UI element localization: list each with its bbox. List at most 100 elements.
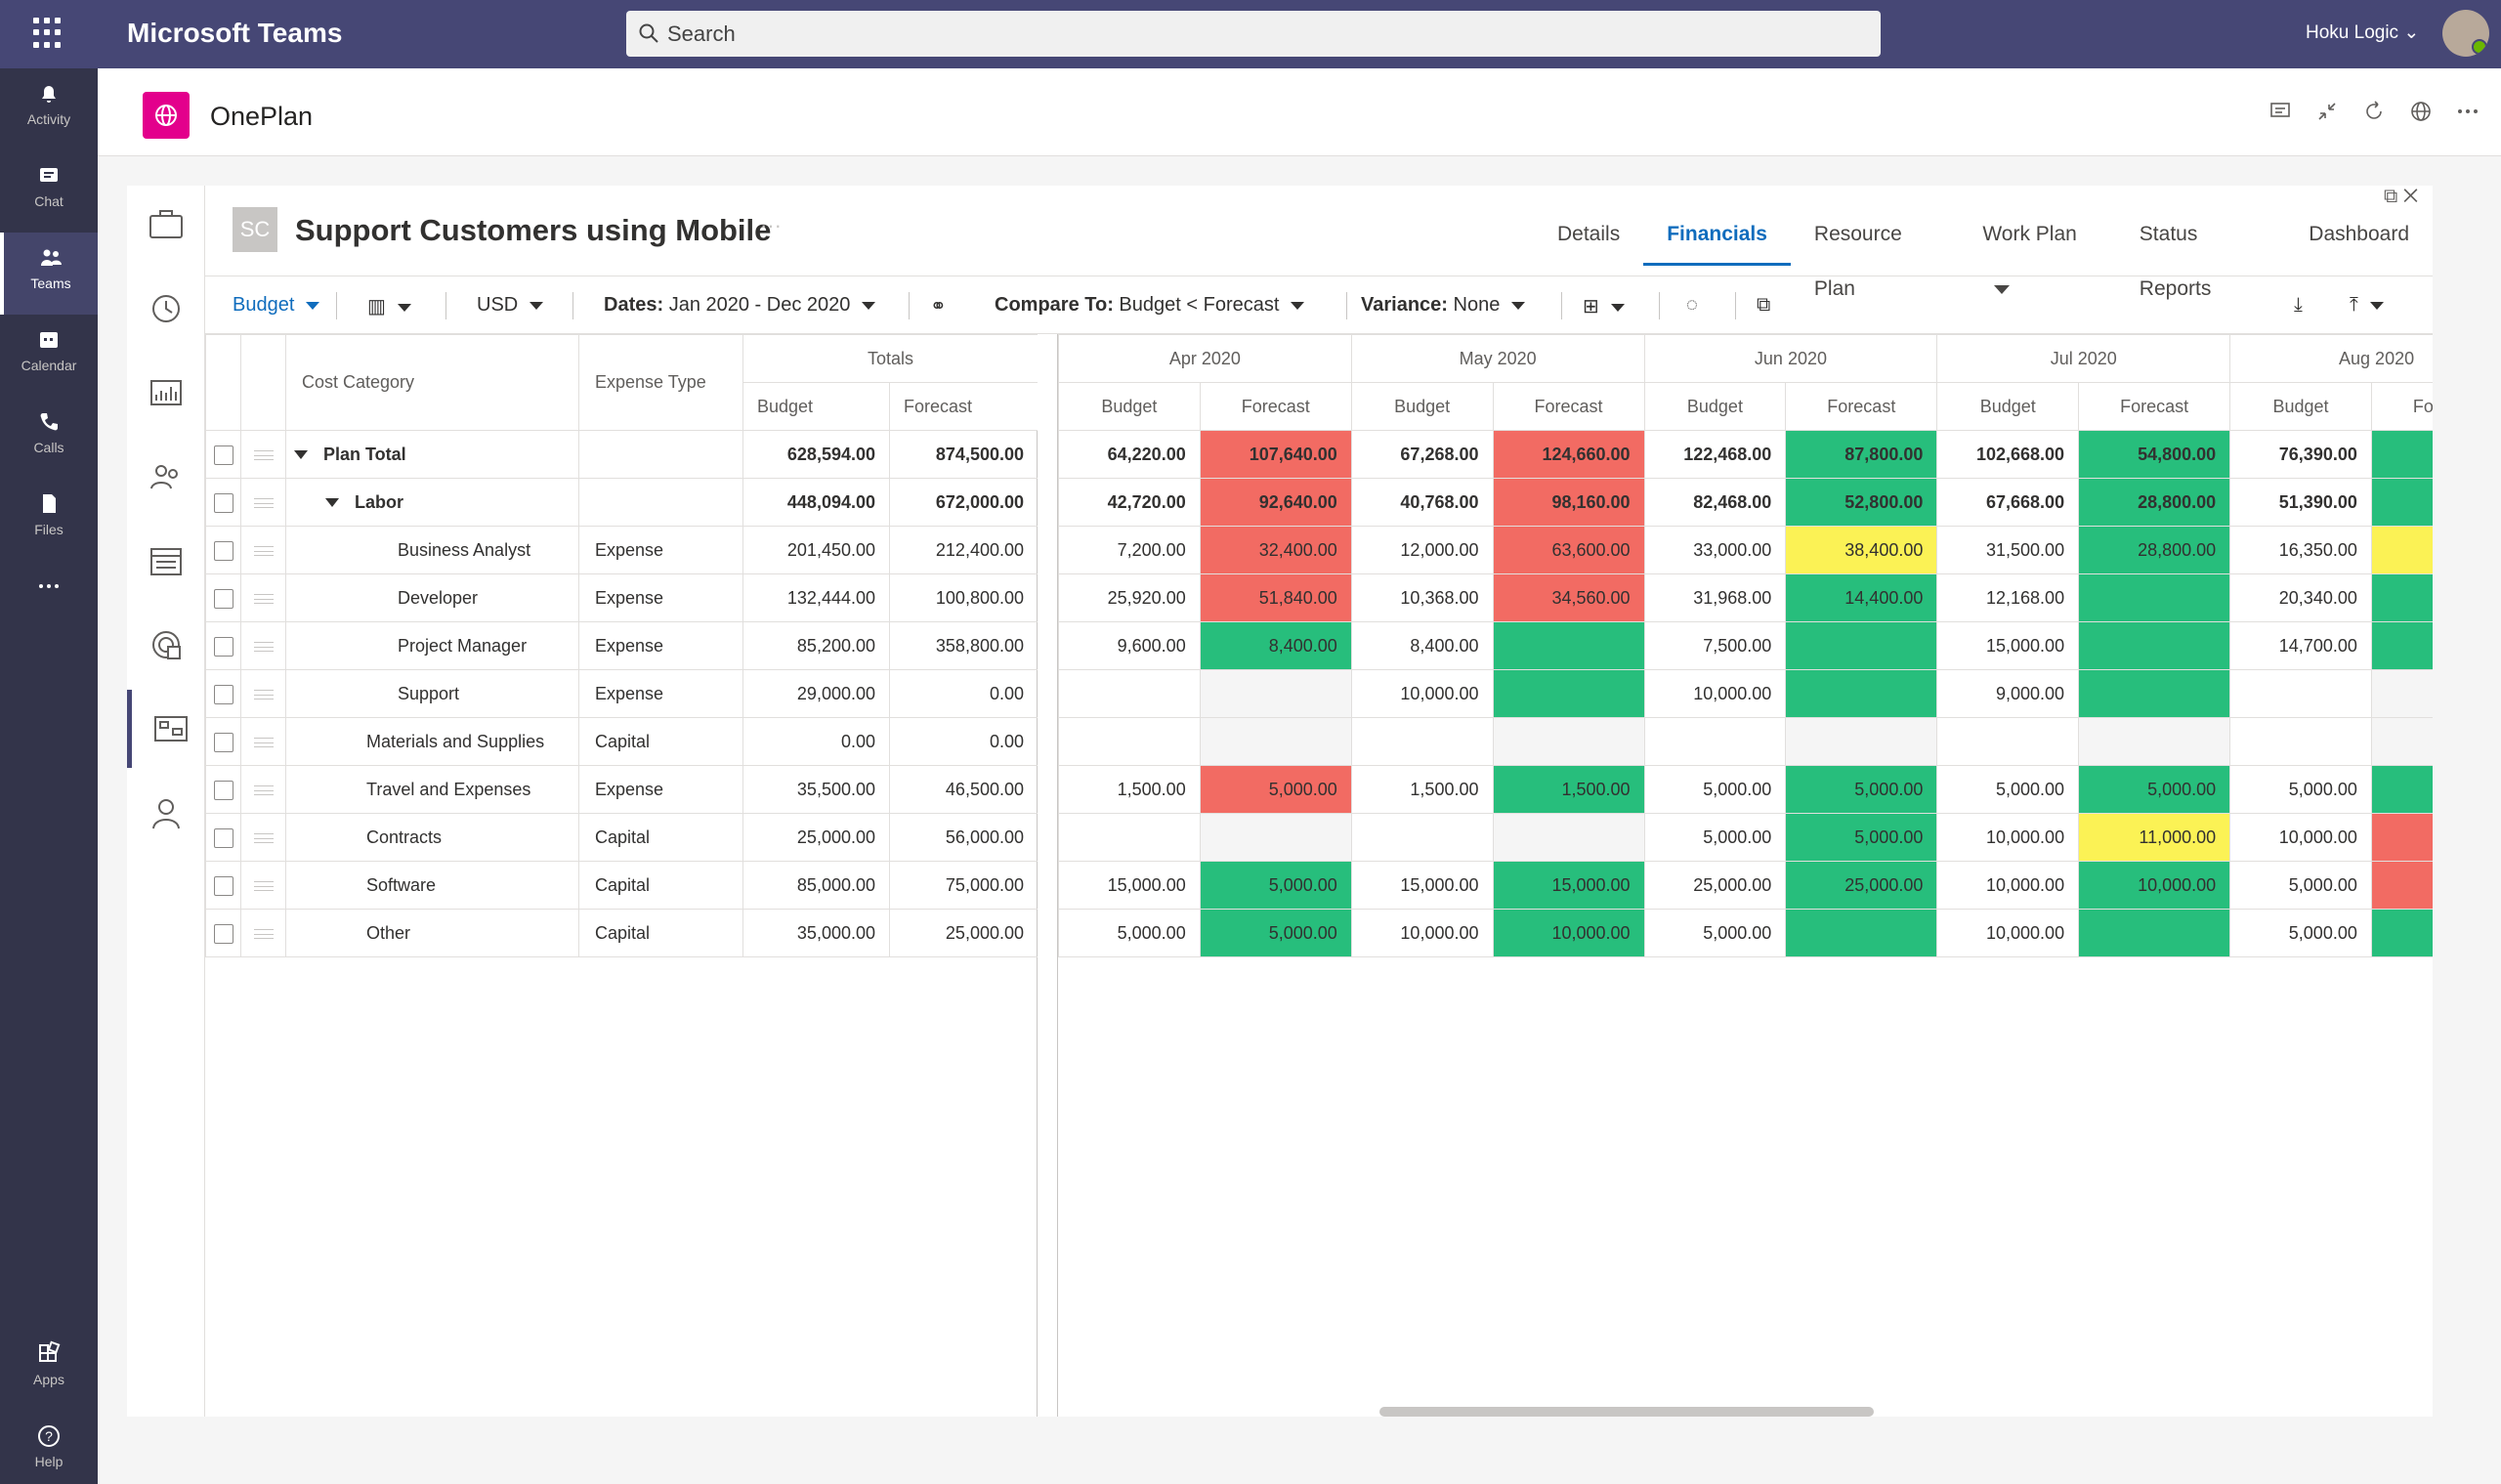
month-budget-cell[interactable]: 10,000.00 [1936,861,2080,910]
horizontal-scrollbar[interactable] [1379,1407,1874,1417]
total-forecast-cell[interactable]: 212,400.00 [889,526,1039,574]
month-forecast-cell[interactable] [1492,717,1645,766]
month-forecast-cell[interactable]: 5,000.00 [1199,765,1352,814]
month-forecast-cell[interactable] [1199,669,1352,718]
drag-handle-icon[interactable] [253,449,274,460]
month-budget-cell[interactable] [1936,717,2080,766]
month-forecast-cell[interactable]: 98,160.00 [1492,478,1645,527]
total-forecast-cell[interactable]: 0.00 [889,669,1039,718]
pop-out-icon[interactable]: ⧉ [2384,186,2398,207]
month-budget-cell[interactable]: 10,000.00 [1936,813,2080,862]
rail-item-calendar[interactable]: Calendar [0,315,98,397]
date-range-selector[interactable]: Dates: Jan 2020 - Dec 2020 [604,294,876,317]
month-budget-cell[interactable]: 7,200.00 [1058,526,1201,574]
month-budget-cell[interactable] [1058,669,1201,718]
rail-item-apps[interactable]: Apps [0,1329,98,1411]
tab-status-reports[interactable]: Status Reports [2116,207,2285,300]
month-forecast-cell[interactable] [2370,621,2433,670]
app-launcher-icon[interactable] [33,18,64,49]
month-budget-cell[interactable]: 82,468.00 [1643,478,1787,527]
month-forecast-cell[interactable]: 15,000.00 [1492,861,1645,910]
table-row[interactable]: Developer Expense 132,444.00 100,800.00 [205,573,1039,622]
month-forecast-header[interactable]: Forecast [2370,382,2433,431]
table-row[interactable]: Software Capital 85,000.00 75,000.00 [205,861,1039,910]
month-budget-cell[interactable]: 42,720.00 [1058,478,1201,527]
month-forecast-cell[interactable]: 87,800.00 [1785,430,1938,479]
total-budget-cell[interactable]: 85,200.00 [742,621,890,670]
total-forecast-cell[interactable]: 46,500.00 [889,765,1039,814]
month-forecast-cell[interactable] [1199,717,1352,766]
row-checkbox[interactable] [213,540,233,561]
month-forecast-cell[interactable] [2370,669,2433,718]
month-forecast-cell[interactable] [1492,621,1645,670]
conversation-icon[interactable] [2268,100,2294,125]
month-budget-cell[interactable]: 25,920.00 [1058,573,1201,622]
row-checkbox[interactable] [213,827,233,848]
month-budget-cell[interactable] [1058,813,1201,862]
row-checkbox[interactable] [213,923,233,944]
month-budget-header[interactable]: Budget [1936,382,2080,431]
month-forecast-cell[interactable] [1492,813,1645,862]
month-forecast-cell[interactable]: 32,400.00 [1199,526,1352,574]
month-forecast-cell[interactable]: 34,560.00 [1492,573,1645,622]
month-budget-cell[interactable]: 5,000.00 [2229,909,2372,957]
month-forecast-cell[interactable]: 25,000.00 [1785,861,1938,910]
expense-type-header[interactable]: Expense Type [578,334,743,431]
month-budget-cell[interactable]: 14,700.00 [2229,621,2372,670]
month-budget-cell[interactable]: 67,668.00 [1936,478,2080,527]
table-row[interactable]: 9,600.00 8,400.00 8,400.00 7,500.00 15,000.0… [1058,621,2433,670]
month-budget-cell[interactable]: 5,000.00 [1643,909,1787,957]
row-checkbox[interactable] [213,875,233,896]
month-forecast-cell[interactable] [2078,621,2231,670]
portfolio-nav[interactable] [127,186,205,264]
table-row[interactable]: 7,200.00 32,400.00 12,000.00 63,600.00 33,00… [1058,526,2433,574]
month-budget-cell[interactable]: 5,000.00 [2229,861,2372,910]
total-forecast-cell[interactable]: 358,800.00 [889,621,1039,670]
month-budget-cell[interactable] [2229,669,2372,718]
rail-item-files[interactable]: Files [0,479,98,561]
tab-work-plan[interactable]: Work Plan [1959,207,2115,294]
expand-caret-icon[interactable] [294,450,308,460]
drag-handle-icon[interactable] [253,593,274,604]
month-budget-cell[interactable]: 31,968.00 [1643,573,1787,622]
table-row[interactable]: Travel and Expenses Expense 35,500.00 46,50… [205,765,1039,814]
month-budget-cell[interactable]: 5,000.00 [1936,765,2080,814]
month-budget-cell[interactable]: 102,668.00 [1936,430,2080,479]
month-budget-cell[interactable]: 1,500.00 [1350,765,1494,814]
total-budget-cell[interactable]: 25,000.00 [742,813,890,862]
row-checkbox[interactable] [213,780,233,800]
total-forecast-cell[interactable]: 874,500.00 [889,430,1039,479]
month-forecast-header[interactable]: Forecast [2078,382,2231,431]
month-budget-cell[interactable]: 9,600.00 [1058,621,1201,670]
month-budget-cell[interactable]: 10,368.00 [1350,573,1494,622]
month-forecast-cell[interactable]: 1 [2370,526,2433,574]
month-forecast-cell[interactable] [1785,669,1938,718]
tab-financials[interactable]: Financials [1643,207,1791,266]
tab-details[interactable]: Details [1534,207,1643,266]
rail-item-activity[interactable]: Activity [0,68,98,150]
table-row[interactable]: 64,220.00 107,640.00 67,268.00 124,660.00 12… [1058,430,2433,479]
total-forecast-cell[interactable]: 672,000.00 [889,478,1039,527]
month-forecast-cell[interactable] [2370,909,2433,957]
table-row[interactable]: Materials and Supplies Capital 0.00 0.00 [205,717,1039,766]
month-budget-cell[interactable]: 15,000.00 [1936,621,2080,670]
grid-splitter[interactable] [1038,334,1057,1417]
row-checkbox[interactable] [213,588,233,609]
month-forecast-cell[interactable] [2078,717,2231,766]
month-forecast-cell[interactable]: 1 [2370,813,2433,862]
table-row[interactable]: 25,920.00 51,840.00 10,368.00 34,560.00 31,9… [1058,573,2433,622]
month-forecast-cell[interactable]: 63,600.00 [1492,526,1645,574]
month-budget-cell[interactable]: 5,000.00 [1643,813,1787,862]
month-forecast-cell[interactable] [1492,669,1645,718]
project-menu-icon[interactable]: ··· [760,213,782,237]
table-row[interactable]: 5,000.00 5,000.00 10,000.00 11,000.00 10,000… [1058,813,2433,862]
month-budget-cell[interactable]: 15,000.00 [1058,861,1201,910]
month-forecast-cell[interactable] [1785,909,1938,957]
month-forecast-cell[interactable] [2078,573,2231,622]
month-budget-cell[interactable] [1350,717,1494,766]
month-forecast-cell[interactable]: 28,800.00 [2078,478,2231,527]
drag-handle-icon[interactable] [253,737,274,747]
month-forecast-header[interactable]: Forecast [1199,382,1352,431]
table-row[interactable]: Project Manager Expense 85,200.00 358,800.0… [205,621,1039,670]
month-forecast-cell[interactable]: 5,000.00 [1785,765,1938,814]
